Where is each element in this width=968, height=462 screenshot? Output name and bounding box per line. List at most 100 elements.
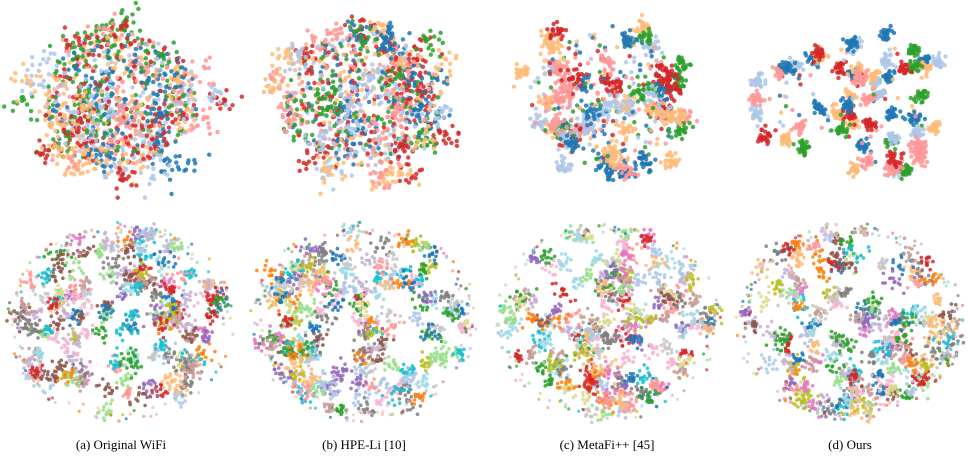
point bbox=[13, 335, 17, 339]
point bbox=[122, 277, 127, 282]
point bbox=[78, 283, 83, 288]
point bbox=[68, 292, 73, 296]
point bbox=[75, 308, 80, 313]
point bbox=[150, 137, 155, 142]
point bbox=[179, 270, 183, 274]
point bbox=[137, 385, 142, 390]
point bbox=[196, 301, 200, 305]
point bbox=[68, 337, 73, 342]
point bbox=[149, 278, 154, 283]
point bbox=[107, 306, 112, 311]
point bbox=[32, 384, 36, 388]
point bbox=[129, 309, 133, 314]
point bbox=[29, 285, 33, 290]
point bbox=[359, 58, 365, 63]
point bbox=[20, 300, 24, 304]
point bbox=[324, 107, 330, 112]
point bbox=[92, 235, 96, 239]
point bbox=[84, 328, 89, 332]
point bbox=[55, 161, 60, 167]
point bbox=[205, 312, 209, 316]
point bbox=[169, 291, 173, 296]
point bbox=[373, 162, 378, 168]
point bbox=[37, 109, 42, 114]
point bbox=[132, 38, 137, 44]
point bbox=[182, 168, 187, 173]
point bbox=[47, 327, 52, 331]
point bbox=[385, 52, 390, 58]
point bbox=[175, 84, 180, 90]
point bbox=[149, 106, 154, 112]
point bbox=[94, 93, 99, 98]
point bbox=[136, 365, 140, 370]
point bbox=[384, 167, 389, 173]
point bbox=[83, 73, 89, 79]
point bbox=[402, 55, 407, 61]
point bbox=[152, 287, 157, 292]
point bbox=[161, 361, 166, 366]
point bbox=[167, 163, 172, 168]
point bbox=[98, 89, 104, 94]
point bbox=[74, 144, 79, 150]
point bbox=[305, 150, 310, 156]
point bbox=[182, 272, 186, 276]
point bbox=[178, 402, 182, 407]
point bbox=[81, 327, 86, 332]
point bbox=[314, 166, 319, 172]
point bbox=[299, 122, 304, 127]
point bbox=[24, 373, 29, 378]
point bbox=[157, 123, 162, 129]
point bbox=[333, 55, 338, 60]
point bbox=[141, 69, 146, 74]
point bbox=[190, 370, 194, 375]
point bbox=[218, 305, 222, 310]
point bbox=[100, 92, 105, 98]
point bbox=[80, 170, 85, 176]
point bbox=[162, 263, 167, 268]
point bbox=[50, 257, 55, 262]
point bbox=[132, 309, 136, 313]
point bbox=[406, 155, 411, 160]
point bbox=[287, 124, 292, 129]
point bbox=[153, 387, 157, 391]
point bbox=[77, 137, 82, 142]
point bbox=[118, 332, 122, 336]
point bbox=[38, 152, 43, 158]
point bbox=[124, 312, 128, 317]
point bbox=[54, 242, 59, 246]
point bbox=[88, 280, 92, 284]
point bbox=[51, 145, 57, 150]
point bbox=[74, 57, 80, 62]
point bbox=[454, 143, 460, 149]
point bbox=[387, 119, 393, 124]
point bbox=[129, 292, 134, 296]
point bbox=[376, 175, 382, 180]
point bbox=[362, 120, 367, 125]
point bbox=[66, 67, 71, 72]
point bbox=[153, 350, 158, 355]
point bbox=[136, 331, 140, 335]
point bbox=[412, 118, 417, 123]
point bbox=[415, 63, 421, 69]
point bbox=[144, 42, 149, 47]
point bbox=[444, 131, 449, 137]
point bbox=[176, 167, 182, 172]
point bbox=[131, 272, 135, 277]
point bbox=[172, 254, 176, 259]
point bbox=[375, 128, 380, 133]
point bbox=[152, 232, 156, 236]
point bbox=[207, 131, 213, 137]
point bbox=[120, 131, 125, 136]
point bbox=[130, 85, 135, 90]
point bbox=[349, 173, 354, 178]
point bbox=[121, 284, 126, 289]
point bbox=[18, 330, 22, 334]
point bbox=[311, 60, 316, 66]
point bbox=[59, 304, 64, 308]
point bbox=[101, 169, 107, 174]
point bbox=[90, 121, 96, 126]
point bbox=[157, 105, 162, 111]
point bbox=[288, 77, 294, 83]
point bbox=[196, 347, 201, 351]
point bbox=[239, 94, 244, 99]
